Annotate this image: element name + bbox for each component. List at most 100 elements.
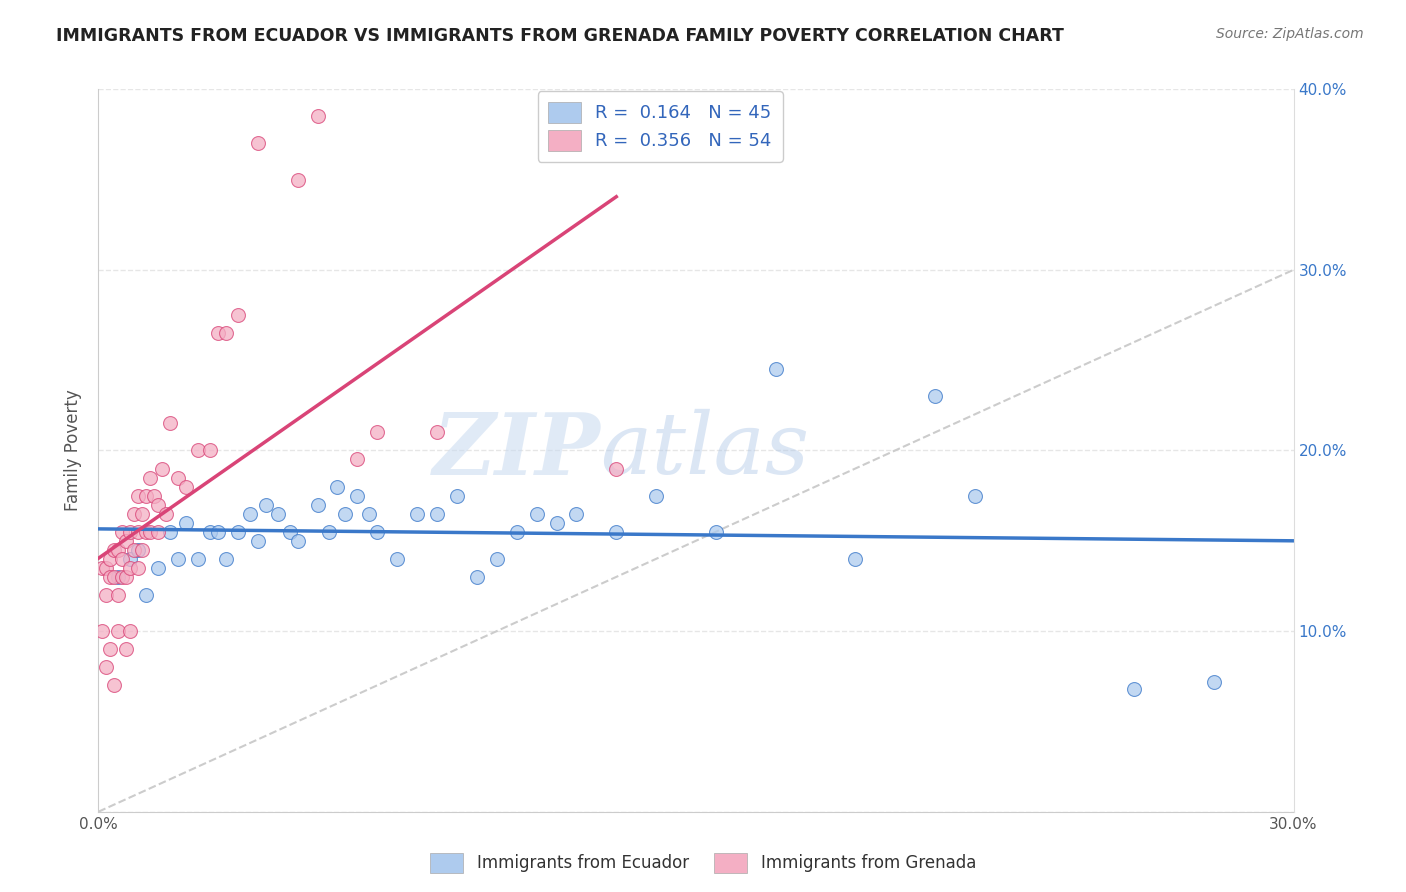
Point — [103, 542, 125, 557]
Point — [207, 326, 229, 340]
Point — [924, 389, 946, 403]
Legend: R =  0.164   N = 45, R =  0.356   N = 54: R = 0.164 N = 45, R = 0.356 N = 54 — [537, 91, 783, 161]
Point — [96, 660, 118, 674]
Point — [131, 507, 153, 521]
Point — [287, 533, 309, 548]
Point — [366, 425, 388, 440]
Point — [135, 524, 157, 539]
Point — [150, 461, 173, 475]
Point — [226, 308, 249, 322]
Point — [406, 507, 429, 521]
Point — [159, 417, 181, 431]
Point — [426, 507, 449, 521]
Point — [115, 533, 138, 548]
Point — [326, 480, 349, 494]
Point — [167, 470, 190, 484]
Point — [187, 443, 209, 458]
Point — [446, 489, 468, 503]
Text: Source: ZipAtlas.com: Source: ZipAtlas.com — [1216, 27, 1364, 41]
Point — [107, 588, 129, 602]
Point — [963, 489, 986, 503]
Point — [215, 551, 238, 566]
Point — [127, 524, 149, 539]
Point — [103, 678, 125, 692]
Point — [565, 507, 588, 521]
Point — [107, 570, 129, 584]
Point — [765, 362, 787, 376]
Point — [131, 542, 153, 557]
Point — [546, 516, 568, 530]
Point — [167, 551, 190, 566]
Point — [485, 551, 508, 566]
Point — [287, 172, 309, 186]
Point — [174, 516, 197, 530]
Point — [605, 524, 627, 539]
Point — [366, 524, 388, 539]
Point — [135, 588, 157, 602]
Point — [103, 570, 125, 584]
Y-axis label: Family Poverty: Family Poverty — [65, 390, 83, 511]
Point — [115, 570, 138, 584]
Point — [1123, 681, 1146, 696]
Point — [1202, 674, 1225, 689]
Point — [198, 524, 221, 539]
Point — [267, 507, 290, 521]
Point — [385, 551, 409, 566]
Point — [346, 452, 368, 467]
Point — [645, 489, 668, 503]
Point — [107, 624, 129, 639]
Point — [148, 498, 170, 512]
Point — [704, 524, 727, 539]
Point — [307, 109, 329, 123]
Point — [139, 470, 162, 484]
Point — [127, 489, 149, 503]
Point — [239, 507, 262, 521]
Point — [120, 524, 142, 539]
Point — [120, 561, 142, 575]
Point — [187, 551, 209, 566]
Point — [278, 524, 301, 539]
Point — [207, 524, 229, 539]
Point — [318, 524, 340, 539]
Point — [139, 524, 162, 539]
Point — [526, 507, 548, 521]
Point — [135, 489, 157, 503]
Point — [91, 561, 114, 575]
Text: IMMIGRANTS FROM ECUADOR VS IMMIGRANTS FROM GRENADA FAMILY POVERTY CORRELATION CH: IMMIGRANTS FROM ECUADOR VS IMMIGRANTS FR… — [56, 27, 1064, 45]
Point — [111, 570, 134, 584]
Point — [107, 542, 129, 557]
Point — [246, 136, 269, 151]
Point — [148, 561, 170, 575]
Point — [155, 507, 177, 521]
Legend: Immigrants from Ecuador, Immigrants from Grenada: Immigrants from Ecuador, Immigrants from… — [423, 847, 983, 880]
Point — [124, 507, 146, 521]
Point — [254, 498, 277, 512]
Point — [143, 489, 166, 503]
Point — [605, 461, 627, 475]
Point — [120, 551, 142, 566]
Point — [98, 570, 122, 584]
Point — [96, 588, 118, 602]
Point — [98, 551, 122, 566]
Point — [115, 642, 138, 657]
Point — [346, 489, 368, 503]
Point — [91, 624, 114, 639]
Point — [359, 507, 381, 521]
Point — [426, 425, 449, 440]
Point — [198, 443, 221, 458]
Point — [246, 533, 269, 548]
Point — [98, 642, 122, 657]
Point — [124, 542, 146, 557]
Point — [120, 624, 142, 639]
Point — [335, 507, 357, 521]
Point — [174, 480, 197, 494]
Text: ZIP: ZIP — [433, 409, 600, 492]
Point — [506, 524, 529, 539]
Point — [127, 542, 149, 557]
Point — [96, 561, 118, 575]
Point — [844, 551, 866, 566]
Point — [111, 551, 134, 566]
Point — [465, 570, 488, 584]
Point — [127, 561, 149, 575]
Text: atlas: atlas — [600, 409, 810, 491]
